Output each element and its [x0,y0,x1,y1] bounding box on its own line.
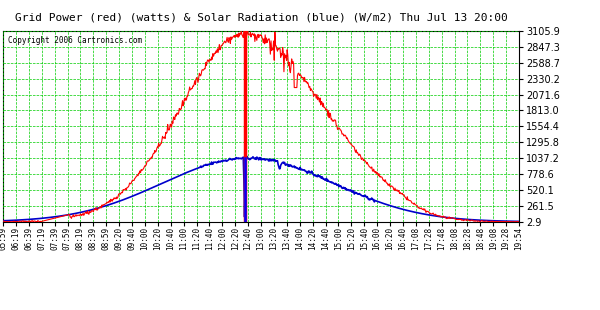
Text: Copyright 2006 Cartronics.com: Copyright 2006 Cartronics.com [8,36,142,45]
Text: Grid Power (red) (watts) & Solar Radiation (blue) (W/m2) Thu Jul 13 20:00: Grid Power (red) (watts) & Solar Radiati… [14,12,508,22]
